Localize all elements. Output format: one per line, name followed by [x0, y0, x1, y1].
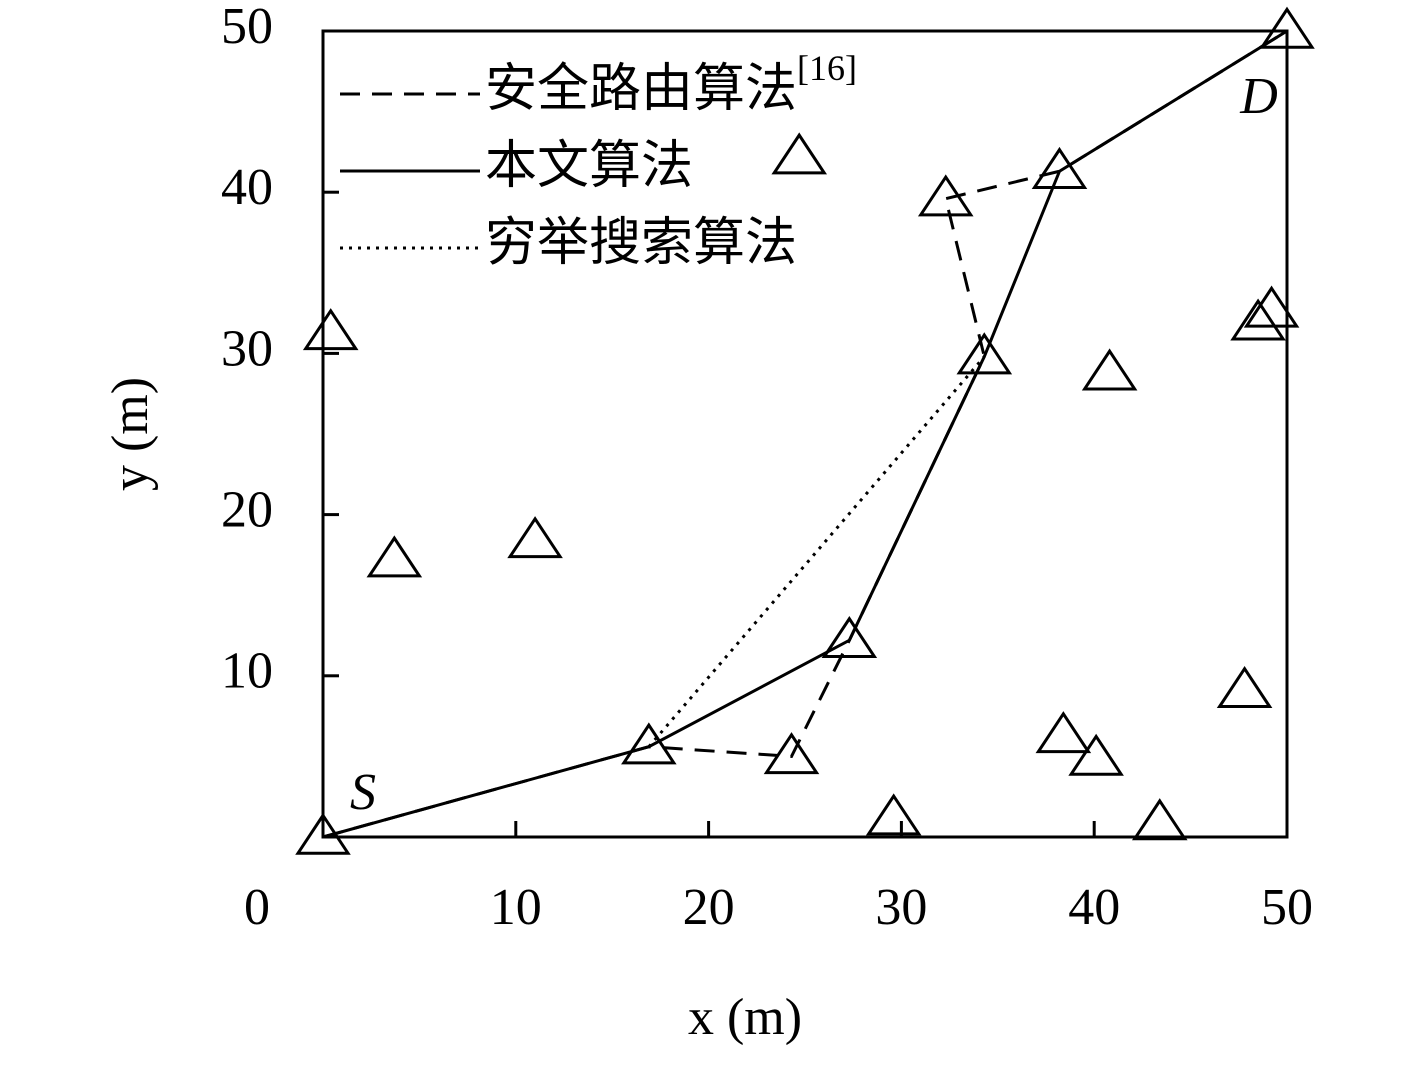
node-marker: [821, 616, 878, 659]
node-marker: [302, 308, 359, 351]
plot-frame: [321, 29, 1289, 839]
y-tick-label: 30: [221, 320, 273, 377]
legend-label: 安全路由算法[16]: [485, 48, 857, 118]
route-line: [322, 29, 1288, 839]
node-marker: [1068, 733, 1124, 776]
node-marker: [763, 732, 820, 775]
legend-label: 穷举搜索算法: [485, 215, 797, 272]
node-marker: [1259, 6, 1315, 49]
y-tick-label: 10: [221, 643, 273, 700]
node-marker: [621, 722, 677, 765]
route-line: [647, 355, 986, 748]
node-marker: [507, 516, 563, 559]
legend-name: 本文算法: [485, 138, 693, 195]
x-tick-label: 0: [244, 879, 270, 936]
node-marker: [865, 793, 922, 836]
y-axis-label: y (m): [102, 377, 159, 491]
node-marker: [1035, 711, 1092, 754]
route-line: [322, 29, 1288, 839]
node-marker: [771, 132, 828, 175]
annotation: D: [1239, 68, 1278, 125]
y-tick-label: 20: [221, 482, 273, 539]
x-tick-label: 30: [875, 879, 927, 936]
x-axis-label: x (m): [688, 989, 802, 1046]
x-tick-label: 50: [1261, 879, 1313, 936]
node-marker: [1230, 298, 1286, 341]
x-tick-label: 20: [683, 879, 735, 936]
node-marker: [1031, 146, 1088, 189]
node-marker: [295, 812, 351, 855]
node-marker: [1216, 665, 1273, 709]
x-tick-label: 40: [1068, 879, 1120, 936]
y-tick-label: 40: [221, 159, 273, 216]
node-marker: [917, 174, 974, 217]
node-marker: [956, 332, 1013, 375]
annotation: S: [350, 764, 376, 821]
x-tick-label: 10: [490, 879, 542, 936]
node-marker: [1243, 285, 1300, 328]
legend-name: 穷举搜索算法: [485, 215, 797, 272]
y-tick-label: 50: [221, 0, 273, 55]
legend-citation: [16]: [797, 48, 857, 88]
node-marker: [366, 535, 423, 578]
legend-label: 本文算法: [485, 138, 693, 195]
node-marker: [1081, 348, 1138, 391]
node-marker: [1131, 798, 1188, 841]
legend-name: 安全路由算法: [485, 61, 797, 118]
